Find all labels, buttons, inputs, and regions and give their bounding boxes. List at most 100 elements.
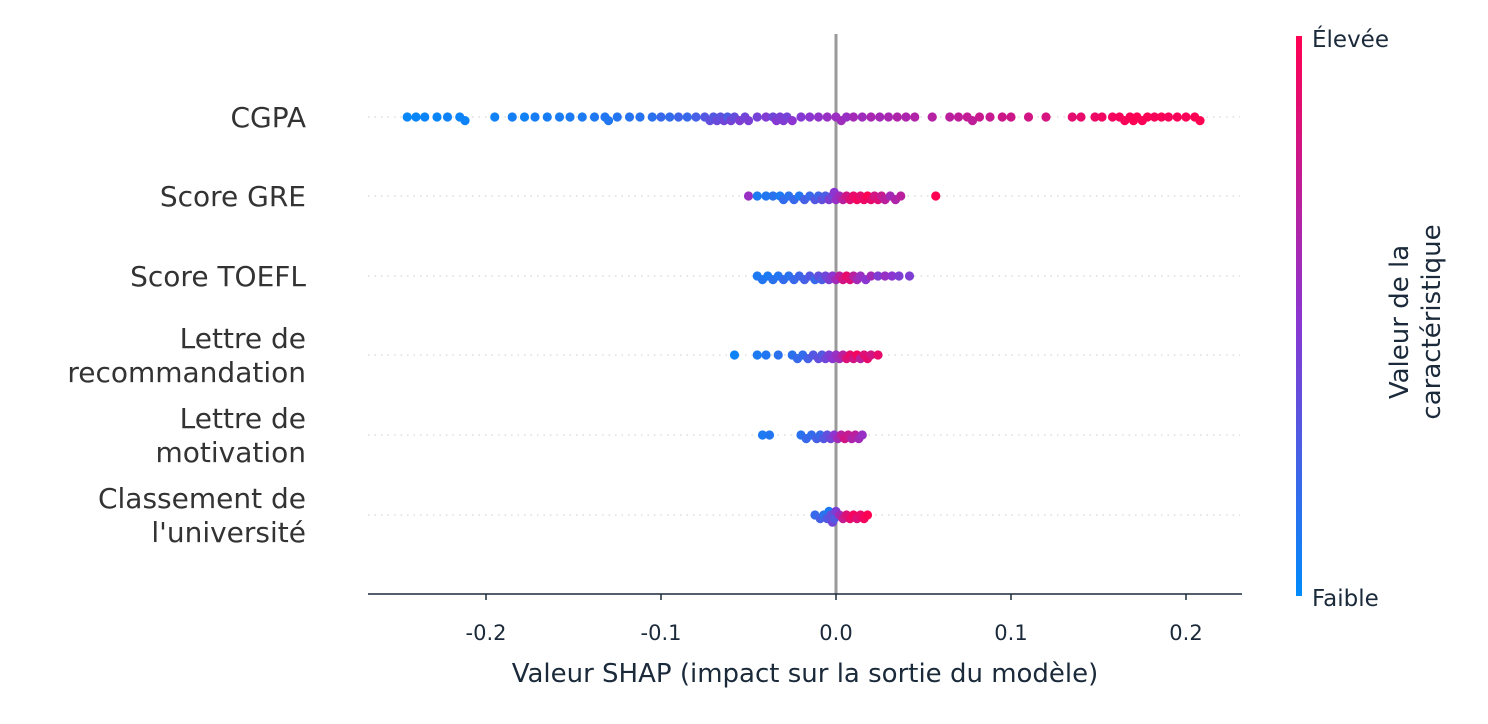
shap-point: [752, 191, 762, 201]
shap-point: [442, 112, 453, 122]
shap-point: [1107, 112, 1118, 122]
x-tick-label: -0.1: [641, 621, 682, 645]
shap-point: [841, 112, 852, 122]
shap-point: [554, 112, 565, 122]
shap-point: [420, 112, 430, 122]
points-layer: [402, 112, 1205, 527]
colorbar: [1296, 36, 1302, 596]
shap-point: [953, 112, 964, 122]
shap-point: [665, 112, 675, 122]
shap-point: [752, 350, 762, 360]
shap-point: [411, 112, 421, 122]
shap-point: [542, 112, 552, 122]
shap-point: [656, 112, 666, 122]
shap-point: [857, 112, 867, 122]
shap-point: [1142, 112, 1153, 122]
x-tick-label: 0.1: [994, 621, 1027, 645]
colorbar-high-label: Élevée: [1312, 25, 1389, 53]
shap-point: [530, 112, 540, 122]
shap-point: [866, 112, 876, 122]
shap-point: [624, 112, 635, 122]
shap-point: [1067, 112, 1077, 122]
shap-point: [1163, 112, 1174, 122]
colorbar-title: Valeur de la caractéristique: [1385, 224, 1447, 419]
shap-point: [880, 271, 890, 281]
shap-point: [945, 112, 955, 122]
x-tick-label: 0.2: [1169, 621, 1202, 645]
shap-point: [507, 112, 517, 122]
shap-point: [927, 112, 937, 122]
shap-point: [931, 191, 941, 201]
shap-point: [1090, 112, 1100, 122]
shap-point: [761, 191, 771, 201]
shap-point: [432, 112, 442, 122]
feature-label: l'université: [151, 516, 306, 549]
shap-point: [565, 112, 575, 122]
colorbar-title-line-2: caractéristique: [1417, 224, 1447, 419]
feature-label: Score TOEFL: [130, 260, 306, 293]
shap-point: [773, 350, 783, 360]
shap-point: [1149, 112, 1160, 122]
colorbar-title-line-1: Valeur de la: [1385, 245, 1415, 399]
colorbar-low-label: Faible: [1312, 586, 1379, 612]
shap-point: [1156, 112, 1167, 122]
shap-point: [519, 112, 530, 122]
feature-label: motivation: [155, 436, 306, 469]
shap-point: [1195, 116, 1205, 126]
shap-point: [848, 112, 859, 122]
shap-point: [729, 350, 740, 360]
shap-point: [757, 430, 768, 440]
shap-point: [974, 112, 985, 122]
shap-point: [603, 116, 614, 126]
shap-point: [896, 191, 906, 201]
shap-point: [460, 116, 470, 126]
shap-point: [787, 116, 797, 126]
shap-point: [866, 350, 876, 360]
shap-point: [904, 271, 915, 281]
shap-point: [752, 112, 762, 122]
shap-point: [857, 430, 867, 440]
feature-rows: CGPA Score GRE Score TOEFL Lettre de recomma…: [67, 101, 1240, 549]
shap-point: [1097, 112, 1107, 122]
shap-point: [796, 112, 806, 122]
shap-point: [743, 191, 754, 201]
shap-point: [743, 116, 754, 126]
shap-point: [805, 112, 815, 122]
x-tick-label: -0.2: [466, 621, 507, 645]
shap-point: [1076, 112, 1086, 122]
shap-point: [910, 112, 920, 122]
feature-label: CGPA: [231, 101, 307, 134]
shap-point: [1172, 112, 1182, 122]
shap-point: [1006, 112, 1016, 122]
shap-point: [887, 271, 897, 281]
x-tick-label: 0.0: [819, 621, 852, 645]
shap-point: [875, 112, 885, 122]
shap-point: [589, 112, 600, 122]
shap-point: [967, 116, 978, 126]
shap-point: [1023, 112, 1034, 122]
shap-point: [873, 271, 883, 281]
feature-label: Score GRE: [160, 180, 306, 213]
shap-point: [901, 112, 911, 122]
shap-point: [673, 112, 684, 122]
shap-point: [813, 112, 824, 122]
shap-point: [862, 510, 873, 520]
shap-point: [892, 112, 902, 122]
feature-label: Lettre de: [180, 402, 306, 435]
x-axis-label: Valeur SHAP (impact sur la sortie du mod…: [512, 659, 1099, 689]
shap-point: [691, 112, 701, 122]
shap-point: [577, 112, 587, 122]
shap-point: [490, 112, 500, 122]
x-ticks: -0.2 -0.1 0.0 0.1 0.2: [466, 594, 1203, 645]
shap-point: [647, 112, 657, 122]
shap-point: [768, 191, 778, 201]
feature-label: recommandation: [67, 356, 306, 389]
shap-point: [612, 112, 622, 122]
shap-point: [682, 112, 692, 122]
shap-point: [894, 271, 904, 281]
shap-point: [761, 350, 771, 360]
feature-label: Classement de: [98, 482, 306, 515]
shap-point: [866, 271, 876, 281]
shap-point: [764, 430, 775, 440]
shap-point: [761, 112, 771, 122]
